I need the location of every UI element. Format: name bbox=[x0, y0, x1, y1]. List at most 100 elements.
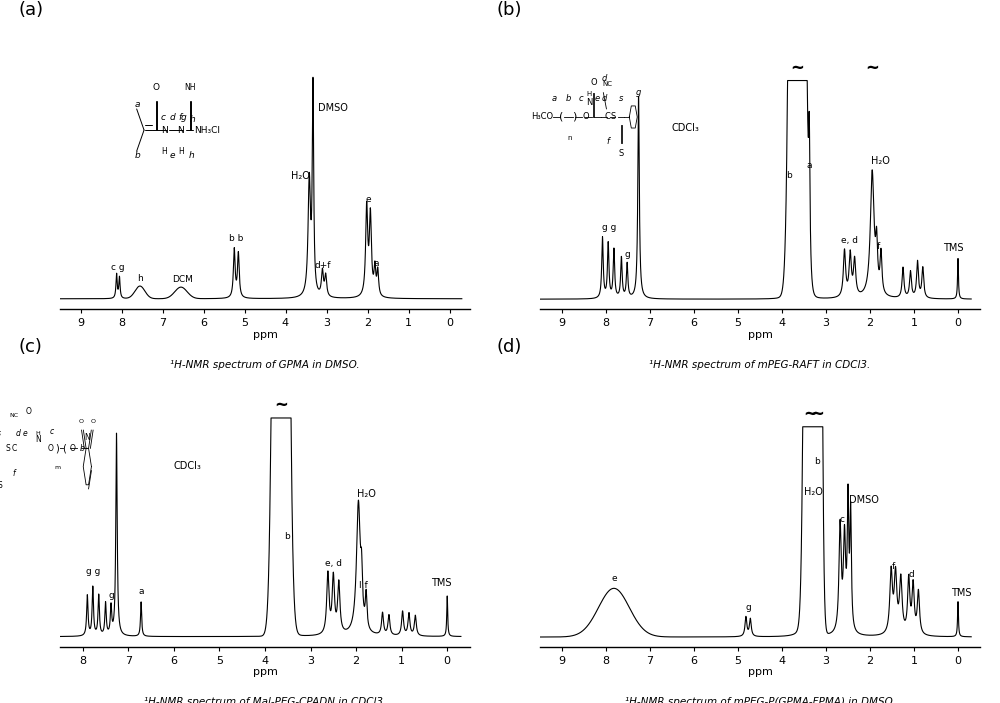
X-axis label: ppm: ppm bbox=[253, 667, 277, 677]
Text: S: S bbox=[610, 112, 616, 122]
Text: ~: ~ bbox=[790, 58, 804, 77]
Text: c g: c g bbox=[111, 264, 125, 272]
X-axis label: ppm: ppm bbox=[748, 330, 772, 340]
Text: TMS: TMS bbox=[943, 243, 963, 252]
Text: ¹H-NMR spectrum of GPMA in DMSO.: ¹H-NMR spectrum of GPMA in DMSO. bbox=[170, 360, 360, 370]
Text: e: e bbox=[23, 430, 28, 438]
Text: C: C bbox=[12, 444, 17, 453]
Text: h: h bbox=[137, 274, 143, 283]
Text: b: b bbox=[135, 151, 141, 160]
Text: O: O bbox=[79, 419, 84, 424]
Text: H: H bbox=[587, 91, 592, 97]
Text: O: O bbox=[582, 112, 589, 122]
Text: (: ( bbox=[559, 112, 563, 122]
Text: b: b bbox=[787, 171, 792, 180]
Text: S: S bbox=[5, 444, 10, 453]
Text: h: h bbox=[189, 151, 195, 160]
Text: ~: ~ bbox=[804, 405, 818, 423]
Text: H: H bbox=[178, 147, 184, 155]
Text: NC: NC bbox=[9, 413, 18, 418]
Text: DMSO: DMSO bbox=[318, 103, 348, 113]
Text: g: g bbox=[108, 591, 114, 600]
Text: g: g bbox=[636, 88, 641, 97]
Text: g: g bbox=[624, 250, 630, 259]
Text: (a): (a) bbox=[19, 1, 44, 18]
Text: b: b bbox=[565, 93, 571, 103]
Text: d: d bbox=[16, 430, 21, 438]
Text: ): ) bbox=[55, 444, 59, 453]
Text: n: n bbox=[567, 135, 572, 141]
Text: b: b bbox=[80, 444, 84, 453]
Text: a: a bbox=[552, 93, 557, 103]
Text: d: d bbox=[601, 93, 606, 103]
Text: ¹H-NMR spectrum of mPEG-P(GPMA-FPMA) in DMSO.: ¹H-NMR spectrum of mPEG-P(GPMA-FPMA) in … bbox=[625, 697, 895, 703]
Text: d: d bbox=[908, 569, 914, 579]
Text: e, d: e, d bbox=[325, 559, 342, 568]
Text: g g: g g bbox=[86, 567, 100, 576]
Text: O: O bbox=[590, 77, 597, 86]
Text: b b: b b bbox=[229, 234, 243, 243]
Text: N: N bbox=[586, 98, 592, 107]
Text: (b): (b) bbox=[496, 1, 522, 18]
Text: ¹H-NMR spectrum of Mal-PEG-CPADN in CDCl3.: ¹H-NMR spectrum of Mal-PEG-CPADN in CDCl… bbox=[144, 697, 386, 703]
Text: (c): (c) bbox=[19, 338, 43, 356]
Text: ~: ~ bbox=[865, 58, 879, 77]
Text: e: e bbox=[611, 574, 617, 583]
Text: H₂O: H₂O bbox=[357, 489, 376, 499]
Text: H: H bbox=[162, 147, 167, 155]
Text: a: a bbox=[807, 160, 812, 169]
Text: f: f bbox=[892, 562, 895, 571]
Text: (d): (d) bbox=[496, 338, 521, 356]
Text: NH: NH bbox=[185, 83, 196, 92]
Text: e: e bbox=[366, 195, 372, 204]
Text: (: ( bbox=[63, 444, 66, 453]
Text: H₂O: H₂O bbox=[291, 171, 310, 181]
Text: O: O bbox=[152, 83, 159, 92]
Text: ~: ~ bbox=[810, 405, 824, 423]
Text: N: N bbox=[84, 433, 90, 442]
Text: g: g bbox=[745, 602, 751, 612]
Text: e: e bbox=[595, 93, 600, 103]
Text: S: S bbox=[619, 149, 624, 158]
Text: c: c bbox=[840, 515, 845, 524]
Text: CDCl₃: CDCl₃ bbox=[672, 123, 700, 133]
Text: TMS: TMS bbox=[951, 588, 972, 598]
Text: g: g bbox=[181, 112, 186, 122]
Text: a: a bbox=[138, 587, 144, 596]
Text: f: f bbox=[12, 469, 15, 477]
Text: H: H bbox=[36, 431, 41, 436]
Text: N: N bbox=[161, 126, 167, 134]
Text: H₂O: H₂O bbox=[804, 487, 823, 497]
Text: b: b bbox=[284, 532, 290, 541]
Text: O: O bbox=[47, 444, 53, 453]
Text: C: C bbox=[605, 112, 611, 122]
Text: ~: ~ bbox=[274, 396, 288, 414]
Text: f: f bbox=[877, 242, 880, 250]
Text: f: f bbox=[606, 137, 609, 146]
Text: b: b bbox=[814, 457, 819, 465]
Text: l f: l f bbox=[359, 581, 368, 590]
Text: d: d bbox=[602, 74, 607, 82]
Text: CDCl₃: CDCl₃ bbox=[174, 460, 202, 470]
Text: a: a bbox=[374, 259, 379, 268]
Text: O: O bbox=[26, 407, 32, 416]
Text: m: m bbox=[54, 465, 60, 470]
Text: DCM: DCM bbox=[173, 276, 193, 285]
X-axis label: ppm: ppm bbox=[253, 330, 277, 340]
Text: d: d bbox=[169, 112, 175, 122]
Text: DMSO: DMSO bbox=[849, 495, 879, 505]
Text: TMS: TMS bbox=[431, 578, 452, 588]
Text: c: c bbox=[579, 93, 583, 103]
X-axis label: ppm: ppm bbox=[748, 667, 772, 677]
Text: N: N bbox=[177, 126, 184, 134]
Text: O: O bbox=[70, 444, 76, 453]
Text: H₃CO: H₃CO bbox=[531, 112, 553, 122]
Text: O: O bbox=[91, 419, 96, 424]
Text: c: c bbox=[49, 427, 53, 436]
Text: NC: NC bbox=[602, 81, 612, 86]
Text: H₂O: H₂O bbox=[871, 155, 890, 166]
Text: e, d: e, d bbox=[841, 236, 858, 245]
Text: ¹H-NMR spectrum of mPEG-RAFT in CDCl3.: ¹H-NMR spectrum of mPEG-RAFT in CDCl3. bbox=[649, 360, 871, 370]
Text: f: f bbox=[178, 112, 181, 122]
Text: ): ) bbox=[572, 112, 576, 122]
